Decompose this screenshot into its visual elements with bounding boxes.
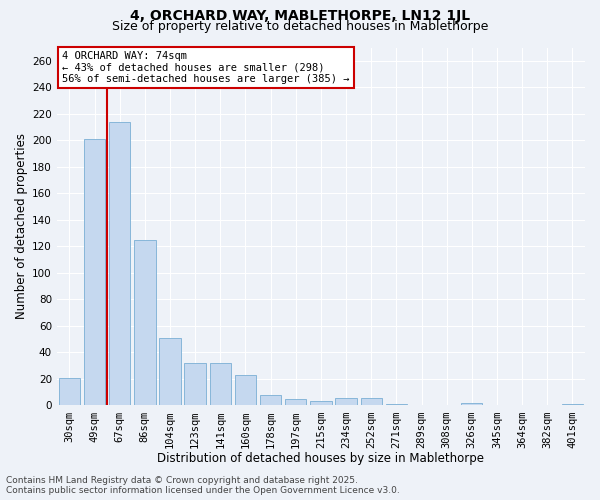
Bar <box>59 378 80 406</box>
Bar <box>235 375 256 406</box>
Bar <box>84 139 105 406</box>
Text: 4 ORCHARD WAY: 74sqm
← 43% of detached houses are smaller (298)
56% of semi-deta: 4 ORCHARD WAY: 74sqm ← 43% of detached h… <box>62 51 350 84</box>
Bar <box>159 338 181 406</box>
Bar <box>361 398 382 406</box>
Bar <box>461 403 482 406</box>
Bar <box>134 240 155 406</box>
Text: Size of property relative to detached houses in Mablethorpe: Size of property relative to detached ho… <box>112 20 488 33</box>
Bar <box>562 404 583 406</box>
Bar <box>209 363 231 406</box>
Y-axis label: Number of detached properties: Number of detached properties <box>15 134 28 320</box>
Bar <box>184 363 206 406</box>
Text: 4, ORCHARD WAY, MABLETHORPE, LN12 1JL: 4, ORCHARD WAY, MABLETHORPE, LN12 1JL <box>130 9 470 23</box>
Bar <box>109 122 130 406</box>
Bar <box>285 399 307 406</box>
Bar <box>335 398 357 406</box>
Text: Contains HM Land Registry data © Crown copyright and database right 2025.
Contai: Contains HM Land Registry data © Crown c… <box>6 476 400 495</box>
Bar <box>260 395 281 406</box>
X-axis label: Distribution of detached houses by size in Mablethorpe: Distribution of detached houses by size … <box>157 452 484 465</box>
Bar <box>386 404 407 406</box>
Bar <box>310 402 332 406</box>
